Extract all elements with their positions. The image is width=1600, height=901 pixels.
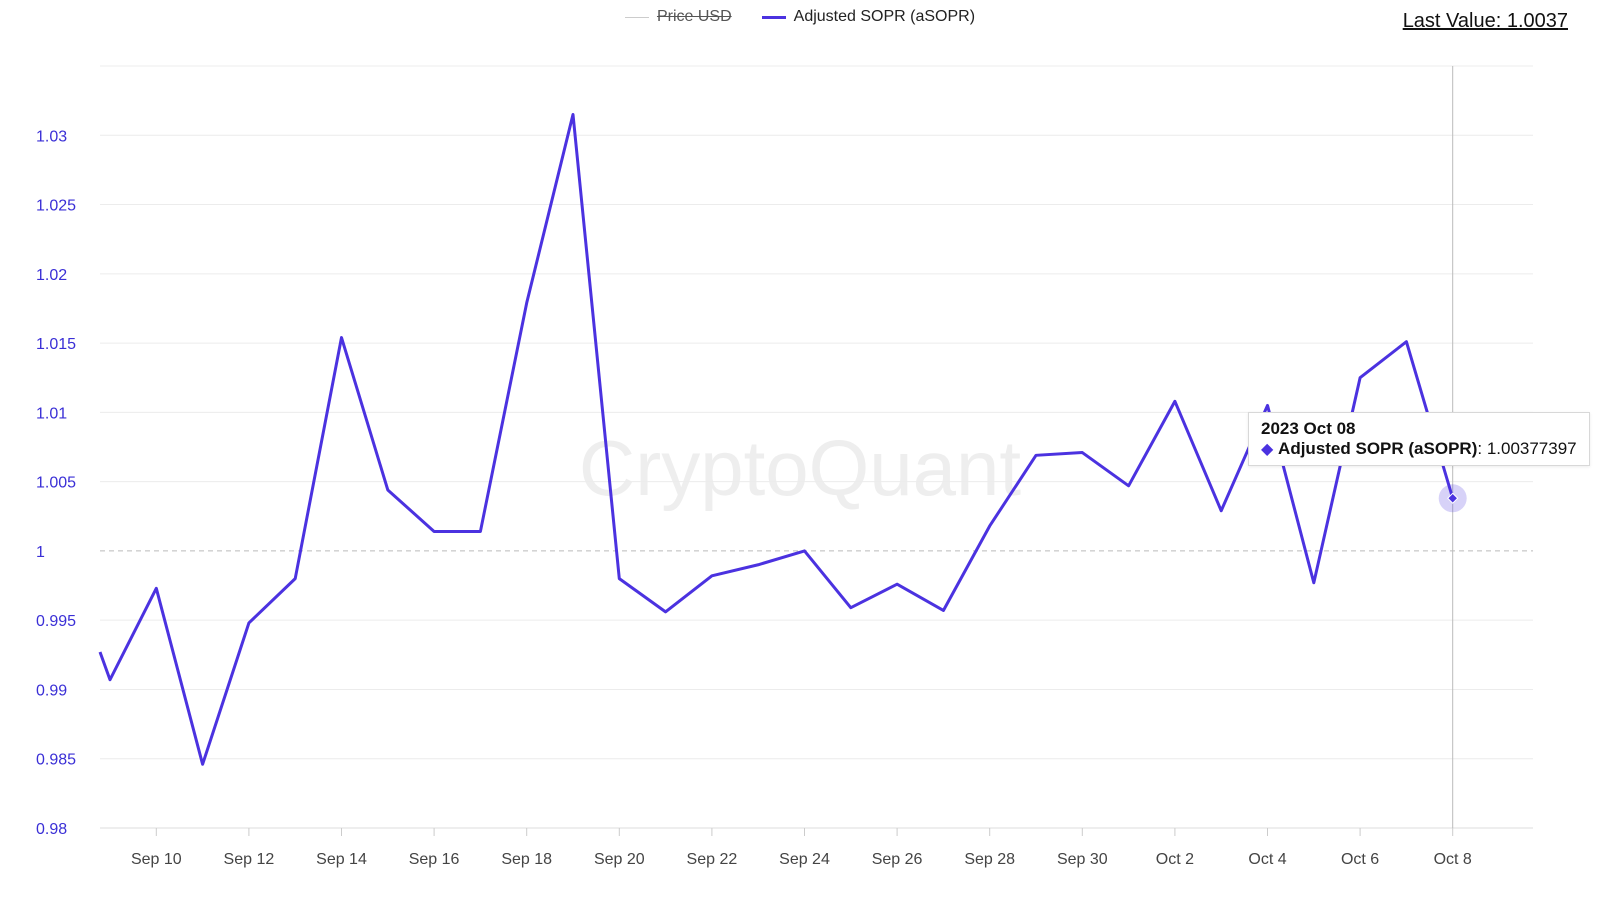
y-tick-label: 1.025 bbox=[36, 198, 76, 215]
data-point[interactable] bbox=[710, 574, 714, 578]
x-tick-label: Sep 20 bbox=[594, 851, 645, 868]
last-value-label[interactable]: Last Value: 1.0037 bbox=[1402, 10, 1568, 32]
data-point[interactable] bbox=[201, 762, 205, 766]
data-point[interactable] bbox=[386, 488, 390, 492]
grid-lines bbox=[100, 65, 1533, 829]
y-tick-label: 1.01 bbox=[36, 405, 67, 422]
tooltip-series-name: Adjusted SOPR (aSOPR) bbox=[1278, 439, 1478, 458]
y-tick-label: 0.99 bbox=[36, 682, 67, 699]
data-point[interactable] bbox=[803, 549, 807, 553]
legend-item-price-usd[interactable]: Price USD bbox=[624, 8, 732, 26]
data-point[interactable] bbox=[293, 577, 297, 581]
data-point[interactable] bbox=[1266, 403, 1270, 407]
y-tick-label: 1.03 bbox=[36, 128, 67, 145]
cryptoquant-watermark: CryptoQuant bbox=[579, 424, 1022, 512]
chart-legend: Price USD Adjusted SOPR (aSOPR) bbox=[0, 8, 1600, 26]
legend-item-asopr[interactable]: Adjusted SOPR (aSOPR) bbox=[761, 8, 976, 26]
x-tick-label: Sep 24 bbox=[779, 851, 830, 868]
data-point[interactable] bbox=[988, 524, 992, 528]
data-point[interactable] bbox=[849, 606, 853, 610]
x-tick-label: Oct 2 bbox=[1156, 851, 1194, 868]
x-tick-label: Sep 14 bbox=[316, 851, 367, 868]
y-axis: 0.98 0.985 0.99 0.995 1 1.005 1.01 1.015 1.02 1.0… bbox=[36, 128, 76, 838]
x-tick-label: Sep 28 bbox=[964, 851, 1015, 868]
x-tick-label: Sep 18 bbox=[501, 851, 552, 868]
data-point[interactable] bbox=[1219, 509, 1223, 513]
data-point[interactable] bbox=[1173, 399, 1177, 403]
data-point[interactable] bbox=[108, 678, 112, 682]
x-tick-label: Sep 30 bbox=[1057, 851, 1108, 868]
data-point[interactable] bbox=[1404, 340, 1408, 344]
legend-label-asopr: Adjusted SOPR (aSOPR) bbox=[793, 8, 976, 25]
x-tick-label: Sep 10 bbox=[131, 851, 182, 868]
data-point[interactable] bbox=[340, 336, 344, 340]
y-tick-label: 1.015 bbox=[36, 336, 76, 353]
data-point[interactable] bbox=[756, 563, 760, 567]
hover-point-marker[interactable] bbox=[1447, 492, 1459, 504]
data-point[interactable] bbox=[617, 577, 621, 581]
data-point[interactable] bbox=[247, 621, 251, 625]
data-point[interactable] bbox=[432, 530, 436, 534]
x-tick-label: Sep 26 bbox=[872, 851, 923, 868]
data-point[interactable] bbox=[1080, 451, 1084, 455]
data-point[interactable] bbox=[154, 586, 158, 590]
legend-swatch-price bbox=[624, 16, 649, 18]
y-tick-label: 0.985 bbox=[36, 752, 76, 769]
x-tick-label: Sep 12 bbox=[224, 851, 275, 868]
x-tick-label: Oct 8 bbox=[1434, 851, 1472, 868]
y-tick-label: 1.005 bbox=[36, 475, 76, 492]
tooltip-series-row: ◆ Adjusted SOPR (aSOPR): 1.00377397 bbox=[1261, 439, 1577, 459]
x-tick-label: Oct 6 bbox=[1341, 851, 1379, 868]
data-point[interactable] bbox=[941, 608, 945, 612]
data-point[interactable] bbox=[895, 582, 899, 586]
diamond-icon: ◆ bbox=[1261, 441, 1274, 458]
data-point[interactable] bbox=[1358, 376, 1362, 380]
y-tick-label: 1 bbox=[36, 544, 45, 561]
data-point[interactable] bbox=[1034, 453, 1038, 457]
legend-label-price: Price USD bbox=[656, 8, 732, 25]
y-tick-label: 1.02 bbox=[36, 267, 67, 284]
x-tick-label: Sep 22 bbox=[687, 851, 738, 868]
data-point[interactable] bbox=[1127, 484, 1131, 488]
data-point[interactable] bbox=[478, 530, 482, 534]
y-tick-label: 0.995 bbox=[36, 613, 76, 630]
tooltip-date: 2023 Oct 08 bbox=[1261, 419, 1356, 438]
tooltip-value: 1.00377397 bbox=[1486, 439, 1577, 458]
data-point[interactable] bbox=[664, 610, 668, 614]
x-tick-label: Sep 16 bbox=[409, 851, 460, 868]
tooltip-colon: : bbox=[1477, 439, 1487, 458]
data-point[interactable] bbox=[525, 301, 529, 305]
data-point[interactable] bbox=[571, 112, 575, 116]
legend-swatch-asopr bbox=[761, 15, 786, 19]
series-line-asopr bbox=[98, 112, 1455, 766]
x-axis: Sep 10 Sep 12 Sep 14 Sep 16 Sep 18 Sep 20 Sep … bbox=[131, 828, 1472, 868]
hover-tooltip: 2023 Oct 08 ◆ Adjusted SOPR (aSOPR): 1.0… bbox=[1248, 412, 1590, 466]
data-point[interactable] bbox=[1312, 581, 1316, 585]
y-tick-label: 0.98 bbox=[36, 821, 67, 838]
x-tick-label: Oct 4 bbox=[1248, 851, 1286, 868]
